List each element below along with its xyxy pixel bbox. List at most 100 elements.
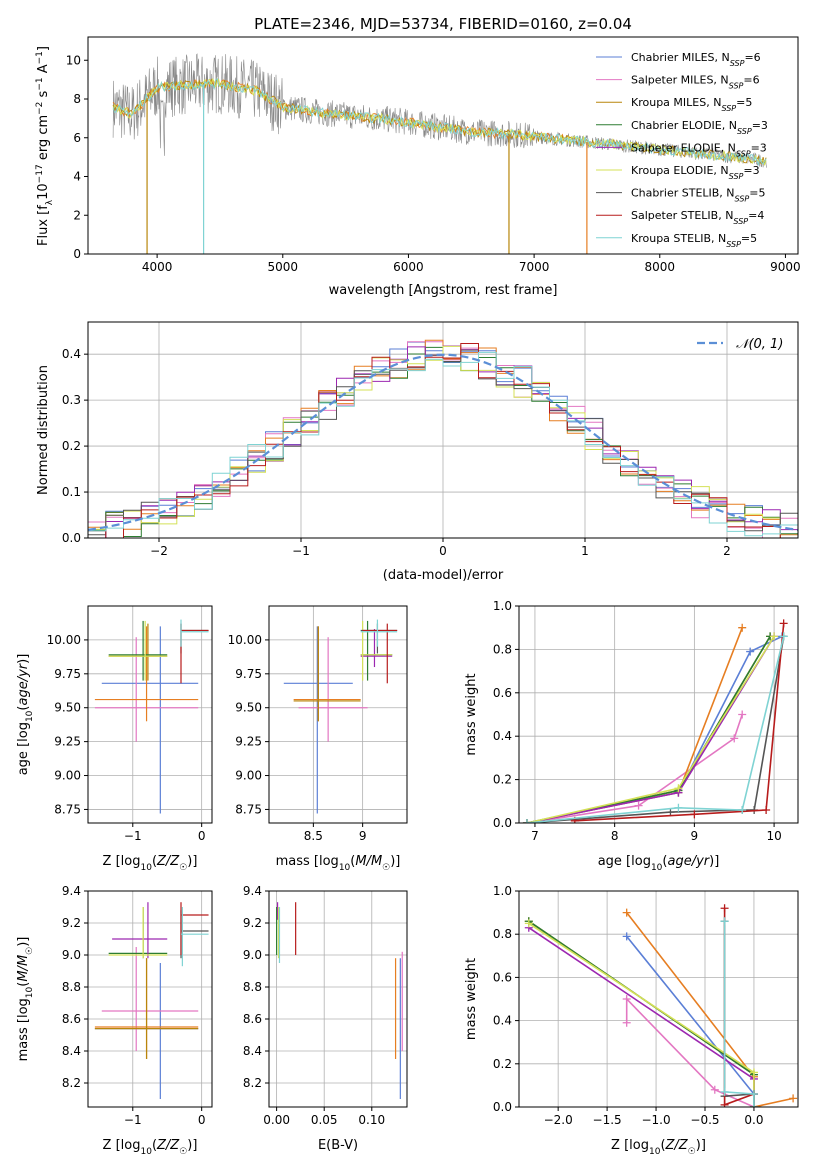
plot-area [112, 53, 767, 254]
axes-frame [87, 36, 799, 255]
y-tick-label: 0.8 [493, 642, 512, 656]
y-tick-label: 4 [73, 170, 81, 184]
x-tick-label: 9000 [770, 260, 801, 274]
y-tick-label: 9.4 [62, 884, 81, 898]
axes-frame [268, 890, 408, 1108]
series-line [723, 921, 755, 1107]
y-axis-label: mass weight [464, 958, 479, 1040]
y-tick-label: 0.2 [493, 773, 512, 787]
legend-entry: Salpeter MILES, NSSP=6 [631, 74, 760, 91]
x-axis-label: Z [log10(Z/Z☉)] [103, 1138, 198, 1157]
legend: Chabrier MILES, NSSP=6 Salpeter MILES, NS… [596, 51, 768, 248]
legend-entry: Kroupa MILES, NSSP=5 [631, 96, 752, 113]
y-tick-label: 10 [66, 53, 81, 67]
data-point [522, 819, 531, 823]
data-point [770, 632, 779, 641]
legend-entry: Chabrier ELODIE, NSSP=3 [631, 119, 768, 136]
y-tick-label: 0.4 [493, 729, 512, 743]
y-tick-label: 8.4 [243, 1044, 262, 1058]
y-tick-label: 0 [73, 247, 81, 261]
data-point [720, 1087, 729, 1096]
y-tick-label: 9.0 [243, 948, 262, 962]
series-line [526, 627, 743, 823]
x-tick-label: −1.0 [641, 1113, 670, 1127]
normal-curve [88, 353, 798, 531]
x-tick-label: −2 [150, 544, 168, 558]
y-axis-label: Normed distribution [36, 365, 51, 495]
y-tick-label: 9.2 [62, 916, 81, 930]
y-axis-label: mass weight [464, 673, 479, 755]
x-tick-label: 9 [359, 829, 367, 843]
axes-mass_weight_vs_age: 7 8 9 10 0.0 0.2 0.4 0.6 0.8 1.0 age [log10(age/yr… [464, 599, 799, 873]
y-tick-label: 8.4 [62, 1044, 81, 1058]
plot-area [276, 902, 403, 1099]
x-tick-label: 0.0 [744, 1113, 763, 1127]
y-tick-label: 0.0 [493, 1100, 512, 1114]
x-tick-label: 5000 [268, 260, 299, 274]
y-tick-label: 8.75 [235, 802, 262, 816]
y-tick-label: 0.3 [62, 393, 81, 407]
data-point [720, 1100, 729, 1107]
y-tick-label: 9.75 [235, 667, 262, 681]
y-tick-label: 10.00 [47, 633, 81, 647]
x-tick-label: 0 [439, 544, 447, 558]
data-point [690, 810, 699, 819]
data-point [762, 805, 771, 814]
x-axis-label: E(B-V) [318, 1138, 358, 1153]
y-tick-label: 9.25 [235, 735, 262, 749]
data-point [674, 803, 683, 812]
data-point [710, 1085, 719, 1094]
x-axis-label: (data-model)/error [383, 568, 504, 583]
y-tick-label: 9.2 [243, 916, 262, 930]
axes-mass_vs_Z: −1 0 8.2 8.4 8.6 8.8 9.0 9.2 9.4 Z [log10(Z/Z☉)] m… [16, 884, 213, 1157]
x-axis-label: Z [log10(Z/Z☉)] [103, 854, 198, 873]
data-point [779, 632, 788, 641]
x-axis-label: wavelength [Angstrom, rest frame] [329, 283, 558, 298]
data-point [789, 1094, 798, 1103]
x-tick-label: −0.5 [690, 1113, 719, 1127]
y-tick-label: 8.75 [54, 802, 81, 816]
data-point [622, 1018, 631, 1027]
data-point [779, 619, 788, 628]
y-tick-label: 10.00 [228, 633, 262, 647]
axes-spectrum: 4000 5000 6000 7000 8000 9000 0 2 4 6 8 10 wavelengt… [35, 36, 801, 298]
y-tick-label: 0.0 [493, 816, 512, 830]
x-tick-label: −1 [124, 1113, 142, 1127]
y-tick-label: 9.25 [54, 735, 81, 749]
y-tick-label: 8.6 [62, 1012, 81, 1026]
x-tick-label: 2 [723, 544, 731, 558]
y-tick-label: 9.0 [62, 948, 81, 962]
y-tick-label: 0.4 [493, 1014, 512, 1028]
data-point [622, 908, 631, 917]
x-axis-label: Z [log10(Z/Z☉)] [611, 1138, 706, 1157]
data-point [634, 801, 643, 810]
x-tick-label: 0 [198, 829, 206, 843]
data-point [674, 784, 683, 793]
series-line [526, 636, 785, 823]
data-point [738, 710, 747, 719]
y-tick-label: 8.8 [62, 980, 81, 994]
data-point [738, 805, 747, 814]
x-tick-label: −1 [124, 829, 142, 843]
model-spectrum [112, 78, 767, 167]
axes-residuals: −2 −1 0 1 2 0.0 0.1 0.2 0.3 0.4 𝒩(0, 1) (data-model… [36, 321, 799, 583]
y-tick-label: 0.1 [62, 485, 81, 499]
y-tick-label: 9.75 [54, 667, 81, 681]
plot-area [524, 904, 798, 1107]
y-tick-label: 8.6 [243, 1012, 262, 1026]
plot-area [94, 619, 209, 814]
axes-frame [87, 890, 213, 1108]
data-point [746, 647, 755, 656]
x-tick-label: 7000 [519, 260, 550, 274]
y-tick-label: 8.8 [243, 980, 262, 994]
y-tick-label: 9.50 [54, 701, 81, 715]
x-axis-label: age [log10(age/yr)] [598, 854, 720, 873]
data-point [622, 932, 631, 941]
y-tick-label: 8.2 [62, 1076, 81, 1090]
data-point [738, 623, 747, 632]
axes-frame [518, 605, 799, 824]
x-axis-label: mass [log10(M/M☉)] [276, 854, 401, 873]
y-tick-label: 0.0 [62, 531, 81, 545]
x-tick-label: 0 [198, 1113, 206, 1127]
